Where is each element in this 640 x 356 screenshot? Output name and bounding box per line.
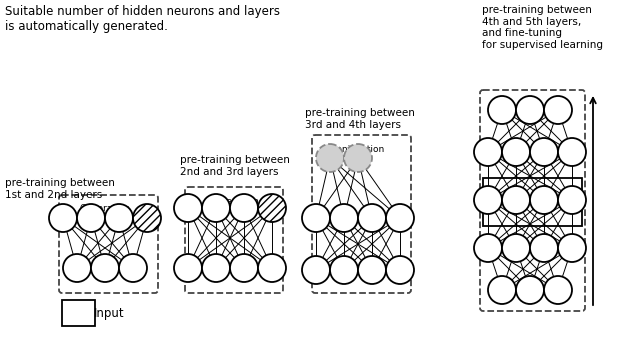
Circle shape xyxy=(316,144,344,172)
Text: pre-training between
4th and 5th layers,
and fine-tuning
for supervised learning: pre-training between 4th and 5th layers,… xyxy=(482,5,603,50)
Bar xyxy=(62,300,95,326)
Text: Generation: Generation xyxy=(209,197,259,206)
Text: Annihilation: Annihilation xyxy=(331,145,385,154)
Circle shape xyxy=(202,254,230,282)
Circle shape xyxy=(502,186,530,214)
Circle shape xyxy=(530,138,558,166)
Text: pre-training between
2nd and 3rd layers: pre-training between 2nd and 3rd layers xyxy=(180,155,290,177)
Circle shape xyxy=(49,204,77,232)
Bar xyxy=(483,178,582,226)
Text: pre-training between
3rd and 4th layers: pre-training between 3rd and 4th layers xyxy=(305,108,415,130)
Circle shape xyxy=(63,254,91,282)
Circle shape xyxy=(302,204,330,232)
Circle shape xyxy=(502,138,530,166)
Circle shape xyxy=(202,194,230,222)
Circle shape xyxy=(344,144,372,172)
Circle shape xyxy=(516,276,544,304)
Circle shape xyxy=(386,204,414,232)
Circle shape xyxy=(330,204,358,232)
Circle shape xyxy=(488,96,516,124)
Circle shape xyxy=(91,254,119,282)
Circle shape xyxy=(488,276,516,304)
Circle shape xyxy=(558,186,586,214)
Circle shape xyxy=(544,96,572,124)
Circle shape xyxy=(258,254,286,282)
Text: Input: Input xyxy=(93,307,124,319)
Circle shape xyxy=(77,204,105,232)
Circle shape xyxy=(330,256,358,284)
Circle shape xyxy=(358,204,386,232)
Circle shape xyxy=(474,138,502,166)
Circle shape xyxy=(258,194,286,222)
Circle shape xyxy=(133,204,161,232)
Circle shape xyxy=(230,254,258,282)
Circle shape xyxy=(302,256,330,284)
Circle shape xyxy=(230,194,258,222)
Circle shape xyxy=(558,138,586,166)
Circle shape xyxy=(119,254,147,282)
Text: Suitable number of hidden neurons and layers
is automatically generated.: Suitable number of hidden neurons and la… xyxy=(5,5,280,33)
Circle shape xyxy=(174,254,202,282)
Text: pre-training between
1st and 2nd layers: pre-training between 1st and 2nd layers xyxy=(5,178,115,200)
Circle shape xyxy=(516,96,544,124)
Circle shape xyxy=(174,194,202,222)
Circle shape xyxy=(358,256,386,284)
Circle shape xyxy=(558,234,586,262)
Circle shape xyxy=(544,276,572,304)
Circle shape xyxy=(474,234,502,262)
Circle shape xyxy=(105,204,133,232)
Circle shape xyxy=(474,186,502,214)
Circle shape xyxy=(530,234,558,262)
Circle shape xyxy=(530,186,558,214)
Text: Generation: Generation xyxy=(79,204,131,213)
Circle shape xyxy=(386,256,414,284)
Circle shape xyxy=(502,234,530,262)
